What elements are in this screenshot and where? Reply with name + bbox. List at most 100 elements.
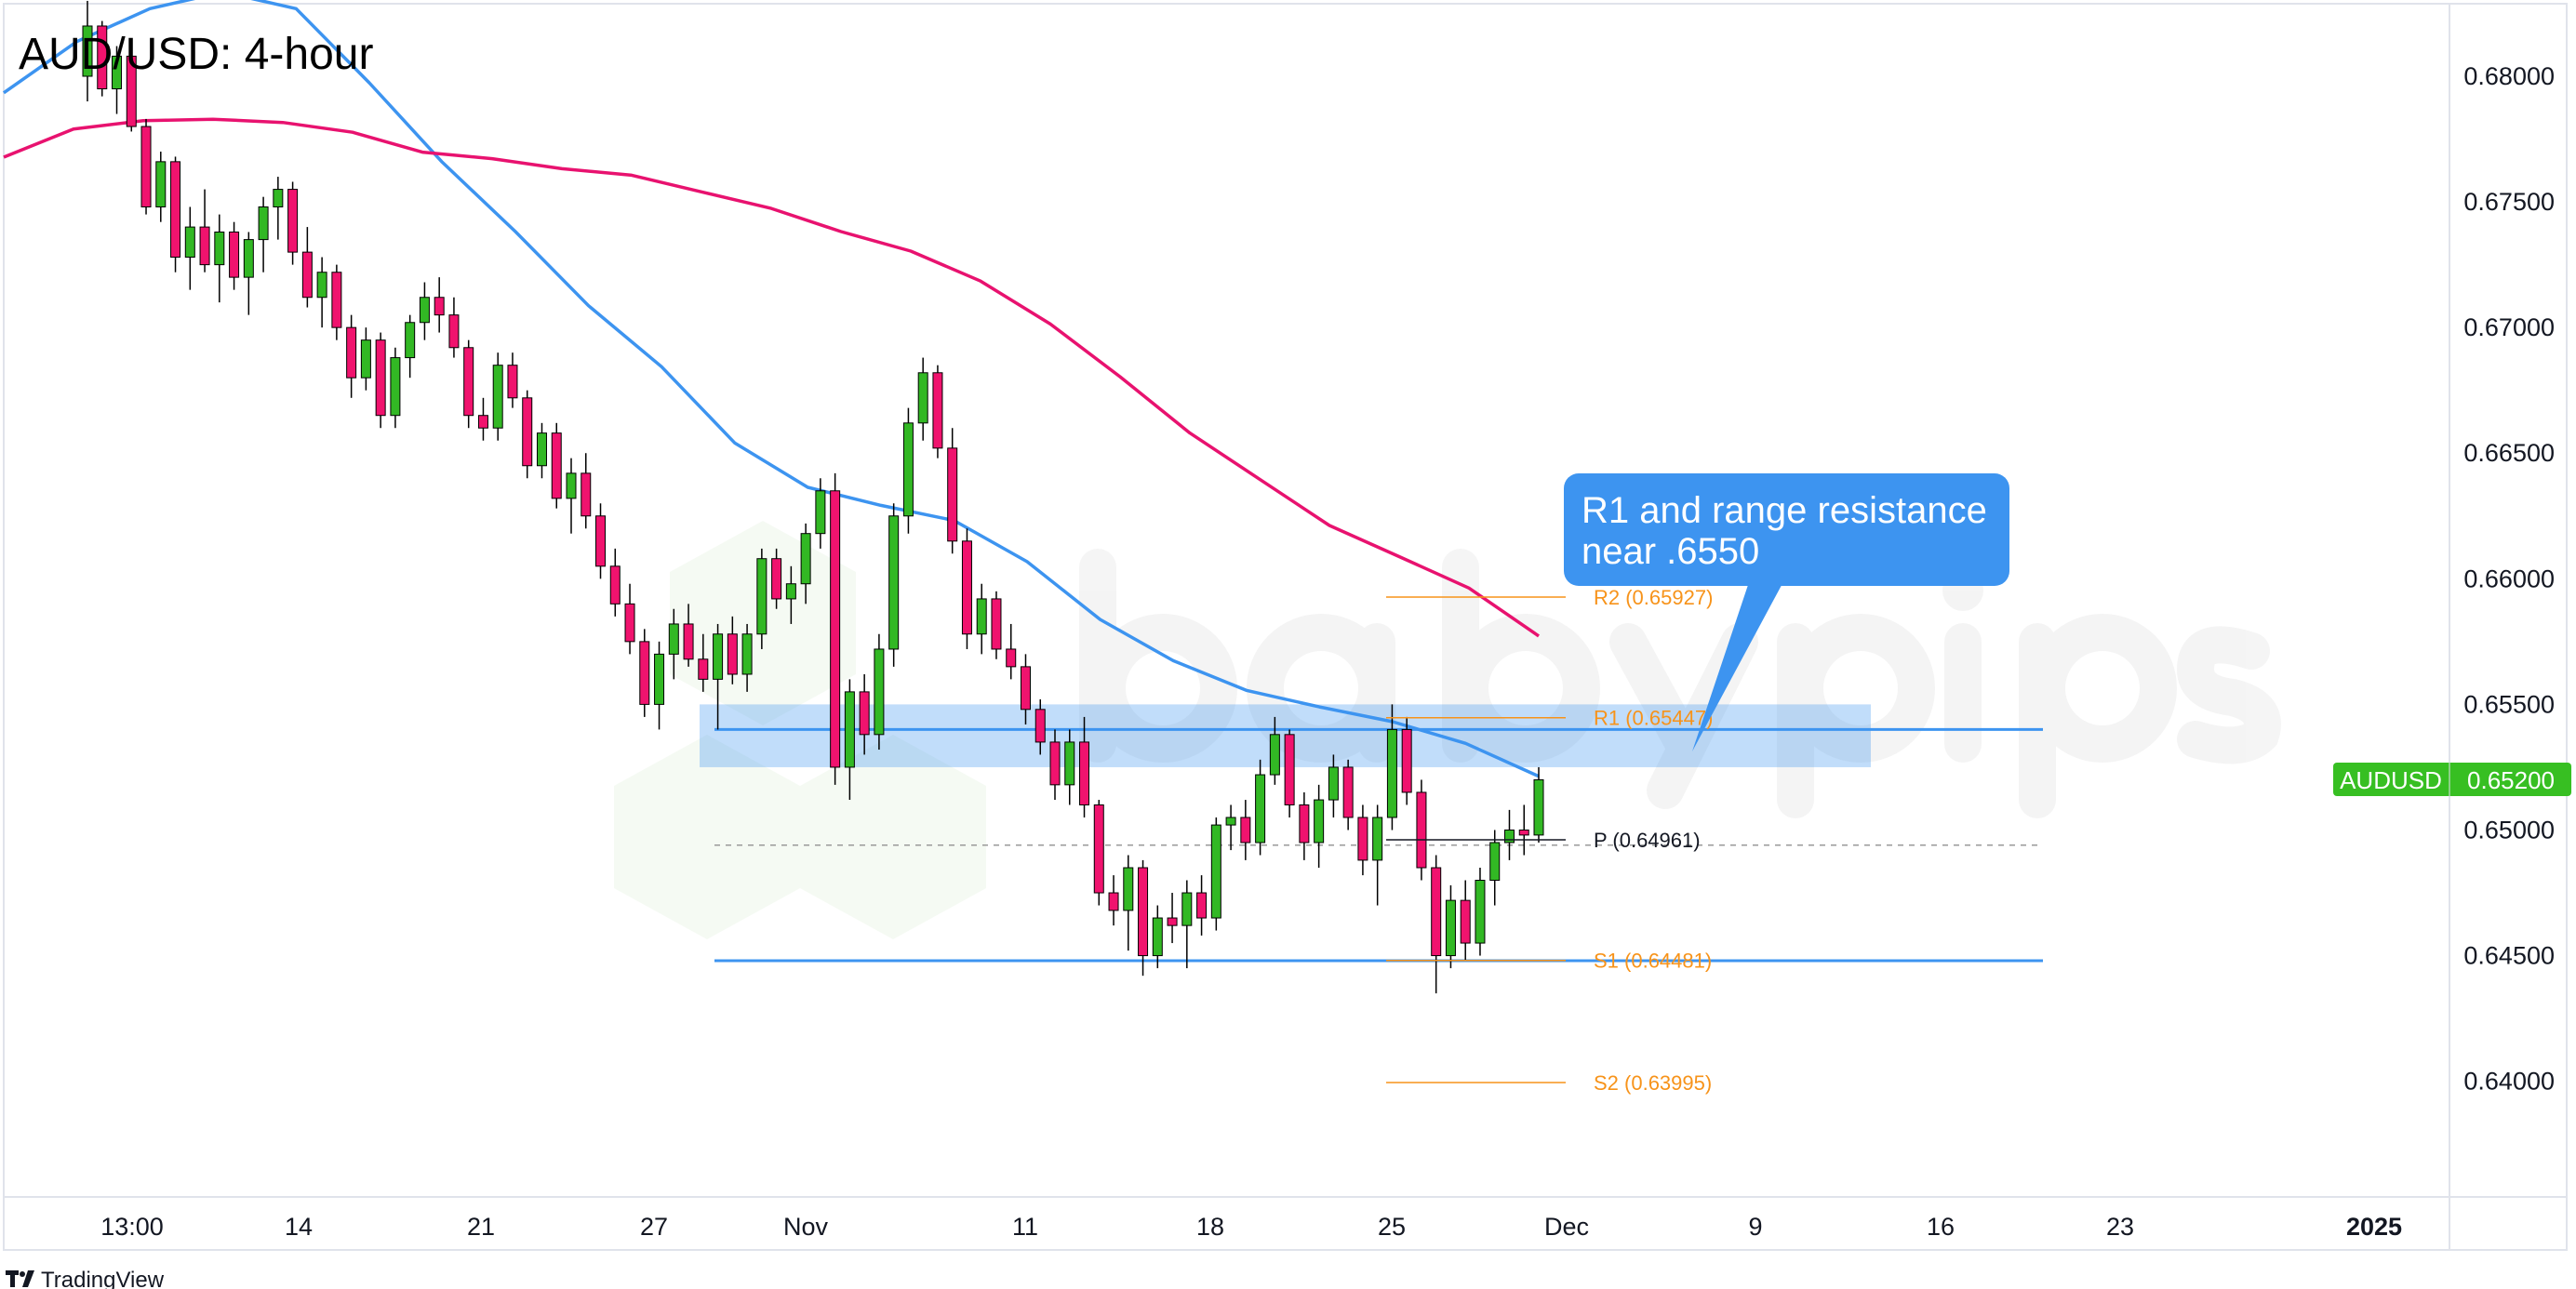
y-tick-label: 0.67500: [2463, 188, 2555, 216]
y-tick-label: 0.66500: [2463, 439, 2555, 467]
candle: [1210, 817, 1221, 931]
candle-body: [595, 515, 607, 567]
x-tick-label: 25: [1378, 1213, 1406, 1241]
candle-body: [1328, 766, 1339, 801]
candle-body: [917, 372, 928, 424]
tradingview-logo[interactable]: TradingView: [6, 1268, 165, 1289]
candle: [434, 277, 445, 333]
candle: [713, 623, 724, 730]
candle: [390, 347, 401, 429]
candle-body: [243, 239, 254, 278]
annotation-callout[interactable]: R1 and range resistance near .6550: [1564, 473, 2009, 751]
candle: [287, 181, 299, 265]
x-tick-label: 14: [285, 1213, 313, 1241]
candle-body: [1196, 892, 1208, 919]
candle-body: [229, 231, 240, 278]
candle: [405, 314, 416, 379]
candle-body: [1503, 829, 1515, 844]
candle: [1372, 804, 1383, 906]
candle: [155, 152, 167, 222]
candle: [1342, 759, 1354, 831]
y-tick-label: 0.64000: [2463, 1068, 2555, 1096]
candle-body: [947, 447, 958, 542]
candle: [184, 206, 195, 290]
candle-body: [434, 297, 445, 316]
candle-body: [360, 339, 371, 379]
candle: [654, 641, 665, 730]
candle: [1269, 716, 1280, 785]
candle-body: [874, 648, 885, 736]
candle-body: [566, 472, 577, 499]
candle-body: [771, 558, 782, 600]
candle: [1357, 804, 1368, 876]
candle: [536, 422, 547, 479]
moving-average-line-2: [3, 117, 1540, 638]
candle: [1138, 859, 1149, 977]
candle: [1299, 791, 1310, 860]
candle: [507, 352, 518, 408]
candle: [624, 583, 635, 655]
candle-body: [1372, 817, 1383, 861]
candle: [1006, 623, 1017, 680]
candle: [140, 118, 152, 215]
candle: [1181, 880, 1193, 969]
candle-body: [1386, 728, 1397, 818]
candle: [126, 50, 137, 132]
candle-body: [1006, 648, 1017, 668]
candle: [741, 623, 753, 692]
candle: [301, 227, 313, 308]
candle: [448, 297, 460, 358]
candle-body: [214, 231, 225, 266]
candle-body: [888, 515, 900, 650]
candle-body: [1049, 741, 1061, 786]
candle-body: [1299, 804, 1310, 844]
candle: [1518, 804, 1529, 856]
candle: [581, 453, 592, 529]
candle-body: [405, 322, 416, 359]
candle-body: [830, 490, 841, 768]
x-tick-label: 9: [1748, 1213, 1762, 1241]
candle: [888, 503, 900, 667]
candle: [170, 156, 181, 272]
candle: [683, 604, 694, 667]
last-price-label: AUDUSD 0.65200: [2333, 763, 2571, 796]
candle-body: [273, 189, 284, 207]
candle: [1108, 875, 1119, 926]
candle-body: [1489, 842, 1501, 882]
babypips-watermark: [614, 521, 2281, 939]
candle-body: [1475, 880, 1486, 944]
candle-body: [815, 490, 826, 535]
x-tick-label: Dec: [1544, 1213, 1589, 1241]
candle: [258, 196, 269, 272]
candle-body: [126, 55, 137, 127]
candle: [273, 177, 284, 240]
candle: [1064, 729, 1075, 805]
candle-body: [492, 365, 503, 429]
candle: [595, 503, 607, 579]
y-tick-label: 0.67000: [2463, 313, 2555, 341]
candle: [1431, 855, 1442, 994]
candle-body: [1518, 829, 1529, 836]
callout-line2: near .6550: [1582, 531, 1759, 572]
candle-body: [1138, 867, 1149, 957]
candle: [947, 428, 958, 554]
candle: [82, 0, 93, 102]
candle-body: [199, 226, 210, 266]
candle-body: [609, 565, 621, 605]
candle: [932, 365, 943, 458]
candle: [859, 673, 870, 755]
y-tick-label: 0.65000: [2463, 816, 2555, 844]
candle: [609, 548, 621, 617]
candle: [756, 548, 767, 649]
candle: [331, 264, 342, 340]
candle: [1049, 729, 1061, 801]
candle-body: [1108, 892, 1119, 911]
candle-body: [477, 415, 488, 429]
x-tick-label: 16: [1927, 1213, 1955, 1241]
candle-body: [639, 641, 650, 705]
candle-body: [1123, 867, 1134, 911]
candle: [771, 548, 782, 609]
candle: [698, 633, 709, 692]
candle: [727, 616, 738, 684]
